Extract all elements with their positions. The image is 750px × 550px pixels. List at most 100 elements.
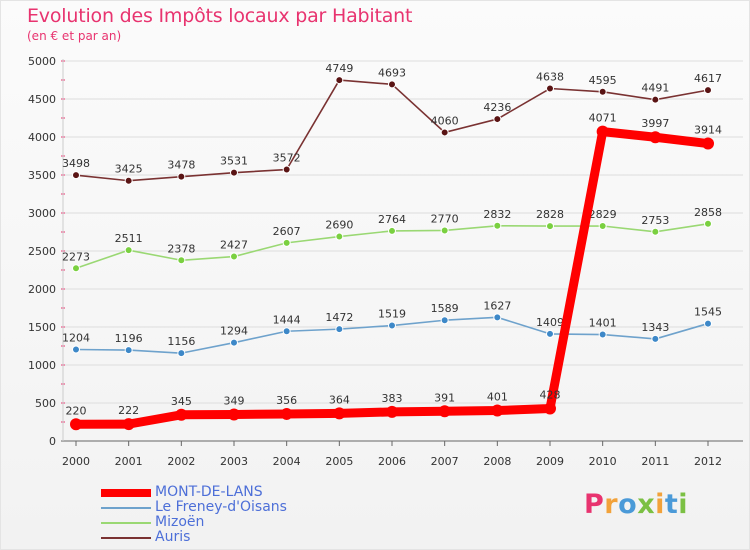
x-tick-label: 2001 <box>115 455 143 468</box>
data-point <box>230 338 238 347</box>
data-point <box>546 329 554 338</box>
data-point <box>440 128 449 137</box>
y-tick-label: 4000 <box>28 131 56 144</box>
chart-subtitle: (en € et par an) <box>27 29 122 43</box>
data-label: 1196 <box>115 332 143 345</box>
legend-item: Auris <box>101 530 287 545</box>
y-tick-label: 500 <box>35 397 56 410</box>
data-label: 391 <box>434 391 455 404</box>
x-tick-label: 2009 <box>536 455 564 468</box>
proxiti-logo: Proxiti <box>584 489 688 520</box>
data-point <box>386 405 398 418</box>
data-label: 1627 <box>483 299 511 312</box>
data-point <box>651 227 660 236</box>
data-point <box>280 407 293 420</box>
x-tick-label: 2005 <box>325 455 353 468</box>
data-label: 1472 <box>325 311 353 324</box>
data-point <box>388 226 396 235</box>
y-tick-label: 5000 <box>28 55 56 68</box>
logo-letter: x <box>637 489 656 520</box>
legend-label: MONT-DE-LANS <box>155 484 263 500</box>
data-label: 2273 <box>62 250 90 263</box>
data-point <box>282 238 291 247</box>
data-point <box>72 264 80 273</box>
data-label: 3997 <box>641 117 669 130</box>
data-point <box>72 345 80 354</box>
x-tick-label: 2002 <box>167 455 195 468</box>
data-label: 2858 <box>694 206 722 219</box>
data-label: 2832 <box>483 208 511 221</box>
data-point <box>702 137 714 150</box>
legend-item: Le Freney-d'Oisans <box>101 500 287 515</box>
data-point <box>598 221 607 230</box>
data-label: 4236 <box>483 101 511 114</box>
data-label: 2770 <box>431 212 459 225</box>
data-label: 1444 <box>273 313 301 326</box>
data-point <box>598 330 607 339</box>
data-point <box>493 115 502 124</box>
data-label: 356 <box>276 394 297 407</box>
data-point <box>72 171 80 180</box>
series-line-1 <box>71 127 713 429</box>
legend-swatch <box>101 536 151 539</box>
data-label: 3914 <box>694 124 722 137</box>
data-label: 4595 <box>589 74 617 87</box>
x-tick-label: 2006 <box>378 455 406 468</box>
legend-label: Auris <box>155 529 191 545</box>
y-tick-label: 3500 <box>28 169 56 182</box>
y-tick-label: 3000 <box>28 207 56 220</box>
data-label: 3478 <box>167 159 195 172</box>
logo-letter: P <box>584 489 605 520</box>
logo-letter: o <box>618 489 638 520</box>
data-label: 364 <box>329 393 350 406</box>
data-label: 4693 <box>378 66 406 79</box>
data-label: 2427 <box>220 239 248 252</box>
legend-swatch <box>101 506 151 509</box>
data-point <box>230 168 238 177</box>
data-point <box>440 226 449 235</box>
logo-letter: r <box>604 489 619 520</box>
x-tick-label: 2007 <box>431 455 459 468</box>
data-label: 2764 <box>378 213 406 226</box>
chart-title: Evolution des Impôts locaux par Habitant <box>27 5 413 27</box>
data-label: 1409 <box>536 316 564 329</box>
data-point <box>651 334 660 343</box>
data-label: 4060 <box>431 114 459 127</box>
y-tick-label: 4500 <box>28 93 56 106</box>
legend-swatch <box>101 488 151 497</box>
data-label: 3425 <box>115 163 143 176</box>
data-label: 401 <box>487 391 508 404</box>
data-point <box>438 405 451 418</box>
data-label: 1204 <box>62 331 90 344</box>
data-label: 3498 <box>62 157 90 170</box>
data-label: 2828 <box>536 208 564 221</box>
x-tick-label: 2004 <box>273 455 301 468</box>
data-label: 345 <box>171 395 192 408</box>
logo-letter: i <box>678 489 689 520</box>
data-point <box>177 256 186 265</box>
data-label: 220 <box>66 404 87 417</box>
x-tick-label: 2008 <box>483 455 511 468</box>
data-label: 2829 <box>589 208 617 221</box>
data-point <box>335 76 344 85</box>
data-label: 3531 <box>220 155 248 168</box>
data-point <box>175 408 188 421</box>
legend: MONT-DE-LANS Le Freney-d'Oisans Mizoën Auri… <box>101 485 287 545</box>
data-label: 4491 <box>641 82 669 95</box>
data-label: 1519 <box>378 308 406 321</box>
data-label: 222 <box>118 404 139 417</box>
line-chart: 0 500 1000 1500 2000 2500 3000 3500 4000 4500 5000… <box>28 55 743 468</box>
data-label: 4749 <box>325 62 353 75</box>
data-point <box>228 408 240 421</box>
data-point <box>388 80 396 89</box>
legend-label: Le Freney-d'Oisans <box>155 499 287 515</box>
data-label: 2378 <box>167 242 195 255</box>
data-point <box>282 327 291 336</box>
legend-item: MONT-DE-LANS <box>101 485 287 500</box>
data-label: 349 <box>224 394 245 407</box>
data-label: 1545 <box>694 306 722 319</box>
data-label: 1401 <box>589 317 617 330</box>
y-tick-label: 1000 <box>28 359 56 372</box>
x-tick-label: 2012 <box>694 455 722 468</box>
